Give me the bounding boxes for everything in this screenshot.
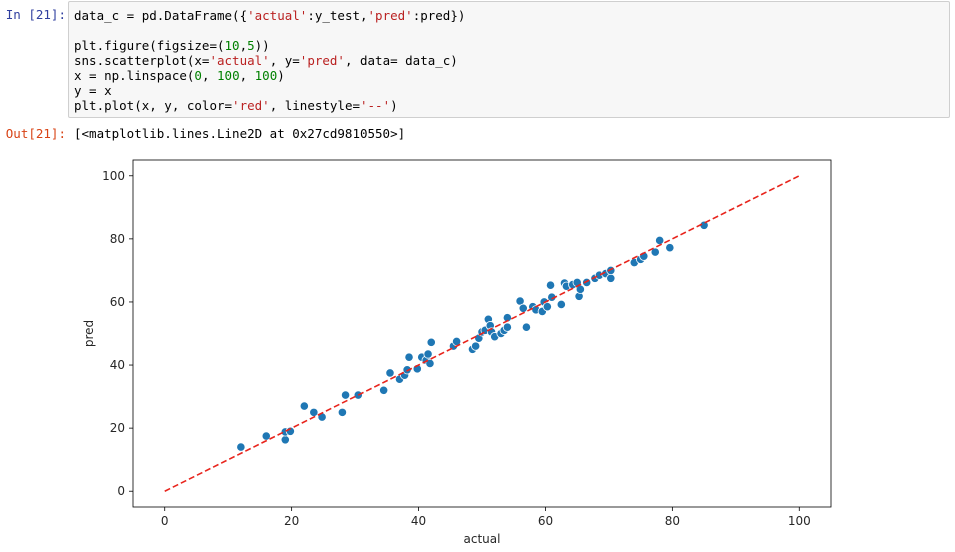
code-token: , data= data_c) [344, 53, 458, 68]
scatter-point [545, 280, 556, 290]
code-token: sns.scatterplot(x= [74, 53, 210, 68]
code-editor[interactable]: data_c = pd.DataFrame({'actual':y_test,'… [74, 8, 465, 113]
code-token: )) [254, 38, 270, 53]
code-line: plt.figure(figsize=(10,5)) [74, 38, 465, 53]
scatter-point [404, 352, 414, 362]
scatter-point [402, 365, 412, 375]
x-tick-label: 20 [284, 514, 299, 528]
code-token: 5 [247, 38, 255, 53]
code-token: 'pred' [299, 53, 345, 68]
scatter-point [426, 337, 436, 347]
scatter-point [655, 235, 665, 246]
x-tick-label: 0 [161, 514, 169, 528]
scatter-point [280, 435, 290, 445]
code-token: 10 [224, 38, 240, 53]
scatter-point [309, 407, 319, 417]
scatter-point [521, 322, 532, 332]
code-token: , [239, 68, 255, 83]
scatter-point [556, 299, 566, 310]
code-token: data_c = pd.DataFrame({ [74, 8, 248, 23]
scatter-point [299, 401, 309, 411]
scatter-point [650, 247, 660, 257]
y-tick-label: 60 [110, 295, 125, 309]
scatter-point [340, 390, 351, 400]
scatter-point [502, 322, 512, 332]
scatter-series [236, 220, 709, 452]
code-token: plt.plot(x, y, color= [74, 98, 233, 113]
output-text: [<matplotlib.lines.Line2D at 0x27cd98105… [74, 126, 406, 141]
code-line: plt.plot(x, y, color='red', linestyle='-… [74, 98, 465, 113]
scatter-point [502, 313, 512, 323]
code-token: 100 [254, 68, 278, 83]
code-token: 0 [194, 68, 202, 83]
x-axis-label: actual [464, 532, 501, 546]
x-tick-label: 60 [538, 514, 553, 528]
code-token: , [201, 68, 218, 83]
input-prompt: In [21]: [5, 7, 66, 22]
code-token: 100 [217, 68, 240, 83]
scatter-point [425, 358, 435, 369]
code-token: 'red' [232, 98, 270, 113]
scatter-point [471, 341, 481, 351]
y-axis-label: pred [82, 320, 96, 347]
y-tick-label: 100 [102, 169, 125, 183]
code-token: y = x [74, 83, 112, 98]
code-token: :pred}) [412, 8, 466, 23]
scatter-point [379, 385, 389, 395]
x-tick-label: 100 [788, 514, 811, 528]
scatter-point [423, 349, 433, 359]
y-tick-label: 40 [110, 358, 125, 372]
code-token: , y= [269, 53, 300, 68]
scatter-point [385, 368, 395, 378]
y-tick-label: 0 [117, 484, 125, 498]
output-prompt: Out[21]: [5, 126, 66, 141]
x-tick-label: 40 [411, 514, 426, 528]
y-tick-label: 80 [110, 232, 125, 246]
scatter-point [606, 273, 616, 283]
code-line: x = np.linspace(0, 100, 100) [74, 68, 465, 83]
code-token: , [239, 38, 248, 53]
code-token: x = np.linspace( [74, 68, 195, 83]
scatter-point [337, 407, 347, 417]
code-token: 'actual' [209, 53, 270, 68]
code-line: y = x [74, 83, 465, 98]
code-token: 'pred' [367, 8, 413, 23]
reference-line [164, 175, 800, 492]
scatter-point [236, 442, 246, 452]
code-token: 'actual' [247, 8, 308, 23]
code-line: sns.scatterplot(x='actual', y='pred', da… [74, 53, 465, 68]
code-token: ) [390, 98, 398, 113]
scatter-point [518, 303, 528, 313]
scatter-point [665, 243, 675, 253]
code-token: :y_test, [307, 8, 368, 23]
code-token: ) [277, 68, 285, 83]
x-tick-label: 80 [665, 514, 680, 528]
scatter-point [261, 431, 271, 441]
scatter-point [542, 302, 552, 312]
code-cell-input[interactable]: data_c = pd.DataFrame({'actual':y_test,'… [68, 1, 950, 118]
code-token: plt.figure(figsize=( [74, 38, 225, 53]
code-token: , linestyle= [269, 98, 360, 113]
code-token: '--' [360, 98, 391, 113]
code-line: data_c = pd.DataFrame({'actual':y_test,'… [74, 8, 465, 23]
y-tick-label: 20 [110, 421, 125, 435]
